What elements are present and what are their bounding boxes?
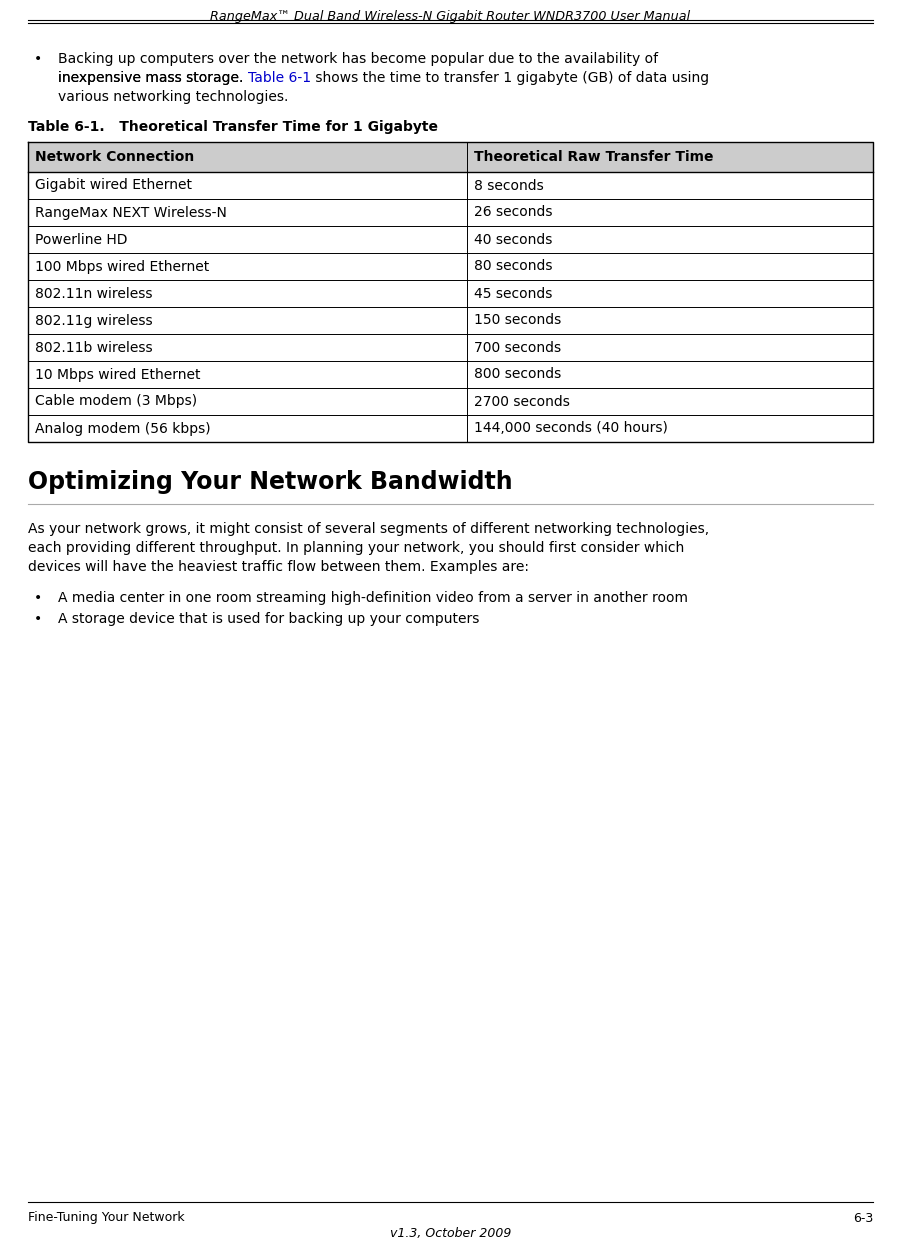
- Bar: [28, 280, 873, 307]
- Text: Cable modem (3 Mbps): Cable modem (3 Mbps): [35, 395, 197, 409]
- Text: •: •: [34, 612, 42, 625]
- Text: RangeMax NEXT Wireless-N: RangeMax NEXT Wireless-N: [35, 206, 227, 219]
- Text: 802.11b wireless: 802.11b wireless: [35, 340, 152, 355]
- Text: 8 seconds: 8 seconds: [475, 178, 544, 192]
- Text: 45 seconds: 45 seconds: [475, 287, 553, 300]
- Text: 2700 seconds: 2700 seconds: [475, 395, 570, 409]
- Text: devices will have the heaviest traffic flow between them. Examples are:: devices will have the heaviest traffic f…: [28, 559, 529, 574]
- Bar: [28, 253, 873, 280]
- Text: Theoretical Raw Transfer Time: Theoretical Raw Transfer Time: [475, 150, 714, 164]
- Text: Optimizing Your Network Bandwidth: Optimizing Your Network Bandwidth: [28, 470, 513, 493]
- Text: Table 6-1.   Theoretical Transfer Time for 1 Gigabyte: Table 6-1. Theoretical Transfer Time for…: [28, 120, 438, 135]
- Text: Network Connection: Network Connection: [35, 150, 195, 164]
- Bar: [28, 172, 873, 199]
- Text: •: •: [34, 591, 42, 606]
- Bar: [28, 388, 873, 415]
- Text: RangeMax™ Dual Band Wireless-N Gigabit Router WNDR3700 User Manual: RangeMax™ Dual Band Wireless-N Gigabit R…: [211, 10, 690, 22]
- Text: 80 seconds: 80 seconds: [475, 259, 553, 274]
- Text: As your network grows, it might consist of several segments of different network: As your network grows, it might consist …: [28, 522, 709, 536]
- Text: 802.11n wireless: 802.11n wireless: [35, 287, 152, 300]
- Text: 800 seconds: 800 seconds: [475, 368, 561, 381]
- Text: 10 Mbps wired Ethernet: 10 Mbps wired Ethernet: [35, 368, 201, 381]
- Text: inexpensive mass storage.: inexpensive mass storage.: [58, 71, 248, 85]
- Text: Gigabit wired Ethernet: Gigabit wired Ethernet: [35, 178, 192, 192]
- Text: 40 seconds: 40 seconds: [475, 233, 553, 247]
- Text: 26 seconds: 26 seconds: [475, 206, 553, 219]
- Text: each providing different throughput. In planning your network, you should first : each providing different throughput. In …: [28, 541, 684, 554]
- Text: Table 6-1: Table 6-1: [248, 71, 311, 85]
- Text: 150 seconds: 150 seconds: [475, 314, 561, 328]
- Text: v1.3, October 2009: v1.3, October 2009: [390, 1227, 511, 1241]
- Text: 700 seconds: 700 seconds: [475, 340, 561, 355]
- Bar: [28, 142, 873, 172]
- Bar: [28, 415, 873, 442]
- Text: A media center in one room streaming high-definition video from a server in anot: A media center in one room streaming hig…: [58, 591, 688, 606]
- Text: 802.11g wireless: 802.11g wireless: [35, 314, 152, 328]
- Bar: [28, 226, 873, 253]
- Text: Powerline HD: Powerline HD: [35, 233, 128, 247]
- Text: 144,000 seconds (40 hours): 144,000 seconds (40 hours): [475, 421, 669, 436]
- Text: inexpensive mass storage.: inexpensive mass storage.: [58, 71, 248, 85]
- Bar: [28, 199, 873, 226]
- Bar: [28, 307, 873, 334]
- Bar: [28, 334, 873, 361]
- Text: various networking technologies.: various networking technologies.: [58, 90, 288, 103]
- Text: Analog modem (56 kbps): Analog modem (56 kbps): [35, 421, 211, 436]
- Text: A storage device that is used for backing up your computers: A storage device that is used for backin…: [58, 612, 479, 625]
- Bar: [28, 361, 873, 388]
- Text: 6-3: 6-3: [852, 1211, 873, 1225]
- Text: Fine-Tuning Your Network: Fine-Tuning Your Network: [28, 1211, 185, 1225]
- Text: shows the time to transfer 1 gigabyte (GB) of data using: shows the time to transfer 1 gigabyte (G…: [311, 71, 709, 85]
- Text: Backing up computers over the network has become popular due to the availability: Backing up computers over the network ha…: [58, 52, 658, 66]
- Text: 100 Mbps wired Ethernet: 100 Mbps wired Ethernet: [35, 259, 209, 274]
- Text: •: •: [34, 52, 42, 66]
